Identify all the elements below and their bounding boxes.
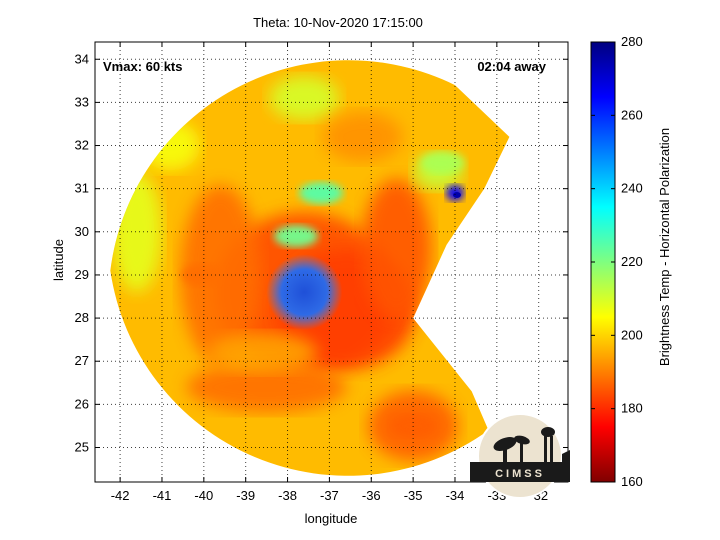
colorbar-tick-label: 240	[621, 181, 643, 196]
y-tick-label: 33	[75, 94, 89, 109]
y-tick-label: 25	[75, 439, 89, 454]
grid-lines	[95, 42, 568, 482]
x-axis-label: longitude	[305, 511, 358, 526]
colorbar-tick-label: 260	[621, 107, 643, 122]
x-tick-label: -41	[153, 488, 172, 503]
y-tick-label: 30	[75, 224, 89, 239]
storm-eye	[266, 254, 343, 331]
vmax-annotation: Vmax: 60 kts	[103, 59, 183, 74]
chart-title: Theta: 10-Nov-2020 17:15:00	[253, 15, 423, 30]
x-tick-label: -37	[320, 488, 339, 503]
x-tick-label: -40	[194, 488, 213, 503]
x-tick-label: -35	[404, 488, 423, 503]
colorbar-label: Brightness Temp - Horizontal Polarizatio…	[657, 128, 672, 366]
x-tick-label: -42	[111, 488, 130, 503]
y-tick-label: 28	[75, 310, 89, 325]
x-tick-label: -39	[236, 488, 255, 503]
warm-band-southeast	[391, 414, 436, 437]
logo-text: CIMSS	[495, 468, 545, 480]
y-axis-label: latitude	[51, 239, 66, 281]
colorbar: 160 180 200 220 240 260 280 Brightness Temp - …	[590, 34, 672, 489]
y-tick-label: 29	[75, 267, 89, 282]
y-tick-label: 27	[75, 353, 89, 368]
colorbar-ticks: 160 180 200 220 240 260 280	[591, 34, 643, 489]
y-tick-label: 34	[75, 51, 89, 66]
time-away-annotation: 02:04 away	[477, 59, 546, 74]
colorbar-tick-label: 160	[621, 474, 643, 489]
y-tick-label: 32	[75, 138, 89, 153]
cold-cloud-cell-core	[452, 191, 461, 198]
temperature-patch	[269, 76, 340, 121]
plot-area: -42 -41 -40 -39 -38 -37 -36 -35 -34 -33 -32 252627…	[75, 41, 569, 503]
x-tick-label: -38	[278, 488, 297, 503]
x-tick-label: -34	[446, 488, 465, 503]
cold-patch-northeast	[420, 151, 465, 174]
x-tick-label: -36	[362, 488, 381, 503]
cimss-logo: CIMSS	[470, 413, 570, 499]
temperature-patch	[186, 362, 347, 413]
cold-band-north	[299, 181, 344, 204]
colorbar-tick-label: 220	[621, 254, 643, 269]
colorbar-tick-label: 200	[621, 327, 643, 342]
temperature-patch	[361, 179, 432, 320]
temperature-patch	[322, 111, 403, 162]
cold-band-inner	[273, 225, 318, 248]
colorbar-tick-label: 180	[621, 401, 643, 416]
colorbar-tick-label: 280	[621, 34, 643, 49]
y-tick-label: 26	[75, 396, 89, 411]
plot-border	[94, 41, 569, 483]
y-tick-label: 31	[75, 181, 89, 196]
y-axis-ticks: 25 26 27 28 29 30 31 32 33 34	[75, 51, 568, 454]
temperature-patch	[207, 332, 318, 373]
